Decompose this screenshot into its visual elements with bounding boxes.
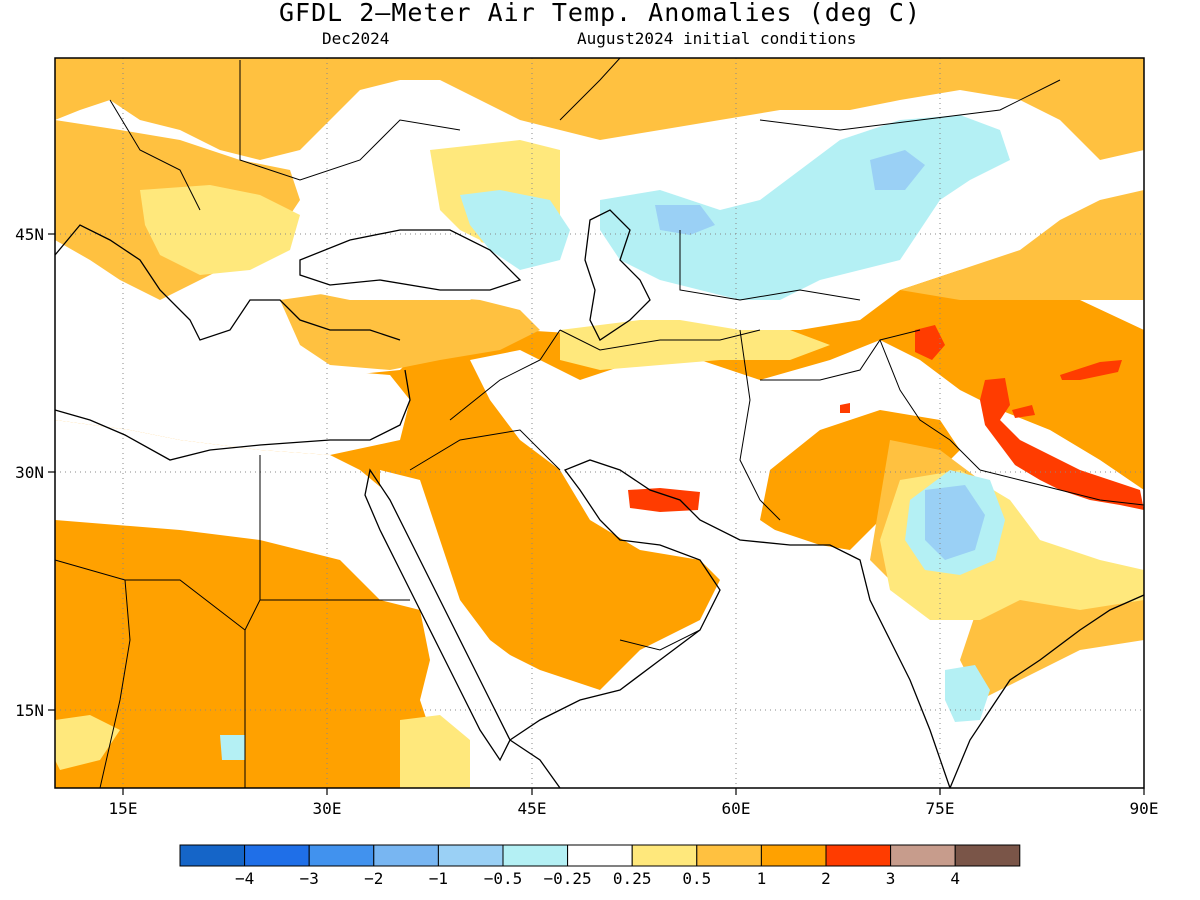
initial-conditions: August2024 initial conditions	[577, 29, 857, 48]
map-frame	[54, 57, 1145, 789]
lat-label: 15N	[15, 701, 44, 720]
colorbar-label: −3	[299, 869, 319, 888]
colorbar-label: 2	[821, 869, 831, 888]
colorbar-swatch	[631, 844, 698, 867]
anomaly-fill-layer	[55, 58, 1144, 788]
colorbar-label: 1	[756, 869, 767, 888]
colorbar-swatch	[179, 844, 246, 867]
colorbar-swatch	[890, 844, 956, 867]
lat-labels: 15N 30N 45N	[15, 225, 44, 720]
colorbar	[179, 844, 1021, 867]
colorbar-label: 0.5	[682, 869, 712, 888]
map-title: GFDL 2—Meter Air Temp. Anomalies (deg C)	[278, 0, 922, 27]
lon-label: 75E	[926, 799, 955, 818]
colorbar-swatch	[954, 844, 1021, 867]
lat-label: 30N	[15, 463, 44, 482]
lon-label: 45E	[518, 799, 547, 818]
lon-label: 90E	[1130, 799, 1159, 818]
lon-labels: 15E 30E 45E 60E 75E 90E	[109, 799, 1159, 818]
coastlines	[54, 209, 1145, 789]
forecast-month: Dec2024	[322, 29, 390, 48]
lon-label: 60E	[722, 799, 751, 818]
colorbar-label: −0.5	[483, 869, 523, 888]
lon-label: 15E	[109, 799, 138, 818]
colorbar-swatch	[825, 844, 892, 867]
anomaly-region-red	[628, 488, 700, 512]
colorbar-swatch	[244, 844, 310, 867]
colorbar-swatch	[502, 844, 569, 867]
lon-label: 30E	[313, 799, 342, 818]
colorbar-label: −1	[428, 869, 449, 888]
colorbar-label: −4	[234, 869, 255, 888]
colorbar-swatch	[437, 844, 504, 867]
colorbar-swatch	[308, 844, 375, 867]
colorbar-label: 3	[885, 869, 896, 888]
colorbar-swatch	[760, 844, 827, 867]
country-borders	[54, 57, 1145, 789]
graticule	[55, 58, 1144, 788]
lat-label: 45N	[15, 225, 44, 244]
colorbar-swatch	[373, 844, 439, 867]
colorbar-label: 0.25	[612, 869, 652, 888]
colorbar-label: 4	[950, 869, 961, 888]
colorbar-swatch	[696, 844, 762, 867]
colorbar-label: −2	[364, 869, 384, 888]
colorbar-label: −0.25	[543, 869, 592, 888]
colorbar-swatch	[567, 844, 633, 867]
